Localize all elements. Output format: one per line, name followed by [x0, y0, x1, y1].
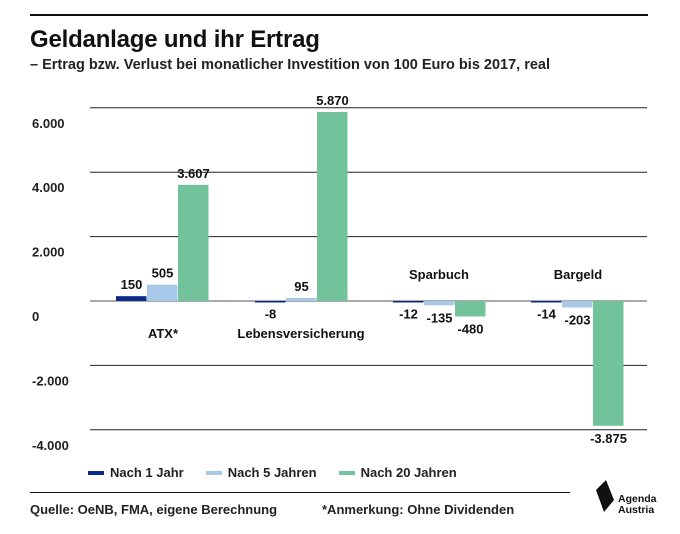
bottom-rule: [30, 492, 570, 493]
legend-item-5-jahre: Nach 5 Jahren: [205, 465, 317, 480]
y-tick-label: -2.000: [32, 373, 69, 388]
top-rule: [30, 14, 648, 16]
data-label: 150: [121, 277, 143, 292]
bar: [178, 184, 209, 301]
legend-swatch: [205, 470, 222, 475]
legend-item-1-jahr: Nach 1 Jahr: [88, 465, 184, 480]
data-label: -480: [457, 321, 483, 336]
bar: [593, 301, 624, 426]
legend-label: Nach 5 Jahren: [227, 465, 317, 480]
bar: [562, 301, 593, 308]
y-tick-label: 4.000: [32, 180, 65, 195]
bar: [531, 301, 562, 303]
bar: [286, 297, 317, 301]
labels-layer: 6.000 4.000 2.000 0 -2.000 -4.000 150 -8 -12 -14 5…: [32, 93, 627, 453]
bar: [455, 301, 486, 317]
legend-swatch: [338, 470, 355, 475]
data-label: -3.875: [590, 431, 627, 446]
bar: [424, 301, 455, 306]
y-tick-label: 0: [32, 309, 39, 324]
data-label: -12: [399, 306, 418, 321]
chart-subtitle: – Ertrag bzw. Verlust bei monatlicher In…: [30, 57, 551, 73]
data-label: 5.870: [316, 93, 349, 108]
y-tick-label: -4.000: [32, 438, 69, 453]
legend-item-20-jahre: Nach 20 Jahren: [338, 465, 457, 480]
category-label: Sparbuch: [409, 267, 469, 282]
legend-label: Nach 20 Jahren: [360, 465, 457, 480]
data-label: -8: [265, 306, 277, 321]
y-tick-label: 6.000: [32, 116, 65, 131]
bars-layer: [116, 111, 624, 426]
agenda-austria-logo: [596, 480, 614, 512]
legend-label: Nach 1 Jahr: [110, 465, 184, 480]
y-tick-label: 2.000: [32, 245, 65, 260]
data-label: -135: [426, 310, 452, 325]
logo-line-2: Austria: [618, 504, 655, 516]
legend-swatch: [88, 470, 104, 475]
bar: [147, 284, 178, 301]
category-label: Bargeld: [554, 267, 602, 282]
data-label: 95: [294, 279, 308, 294]
source-note: Quelle: OeNB, FMA, eigene Berechnung: [30, 502, 278, 517]
category-label: Lebensversicherung: [237, 326, 364, 341]
chart-title: Geldanlage und ihr Ertrag: [30, 26, 320, 53]
bar: [393, 301, 424, 303]
category-label: ATX*: [148, 326, 179, 341]
dividend-note: *Anmerkung: Ohne Dividenden: [322, 502, 515, 517]
data-label: -203: [564, 313, 590, 328]
logo-line-1: Agenda: [618, 493, 657, 505]
bar: [255, 301, 286, 303]
bar: [317, 111, 348, 302]
data-label: 3.607: [177, 166, 210, 181]
data-label: -14: [537, 306, 557, 321]
legend: Nach 1 Jahr Nach 5 Jahren Nach 20 Jahren: [88, 465, 479, 480]
bar: [116, 296, 147, 301]
data-label: 505: [152, 266, 174, 281]
